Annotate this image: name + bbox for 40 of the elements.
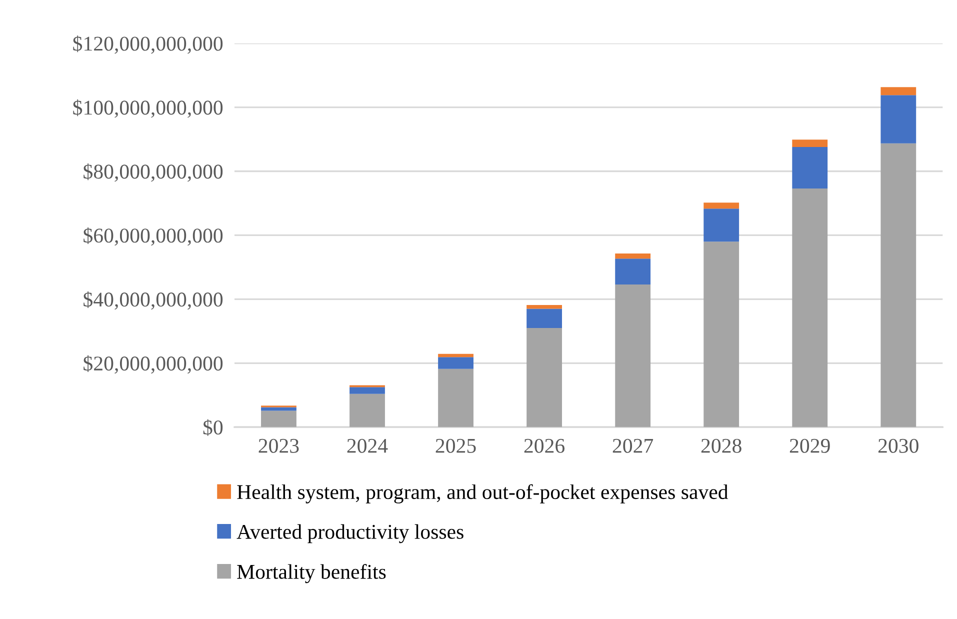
bar <box>615 258 651 284</box>
x-tick-label: 2026 <box>524 438 565 453</box>
bar <box>880 87 916 96</box>
bar <box>704 208 740 242</box>
x-tick-label: 2027 <box>612 438 654 453</box>
bar <box>438 368 474 428</box>
y-tick-label: $100,000,000,000 <box>73 99 223 118</box>
bar <box>615 284 651 428</box>
bar <box>261 407 296 411</box>
bar <box>880 143 916 428</box>
x-tick-label: 2024 <box>347 438 388 453</box>
y-tick-label: $120,000,000,000 <box>73 35 223 54</box>
bar <box>704 202 740 209</box>
y-tick-label: $0 <box>203 419 223 436</box>
bar <box>438 354 474 358</box>
bar <box>792 146 828 189</box>
x-tick-label: 2028 <box>701 438 742 453</box>
x-tick-label: 2025 <box>436 438 476 453</box>
y-tick-label: $80,000,000,000 <box>84 163 223 182</box>
legend-label: Health system, program, and out-of-pocket expenses saved <box>237 484 728 504</box>
bar <box>704 242 740 428</box>
y-tick-label: $20,000,000,000 <box>84 355 223 374</box>
bar <box>350 387 385 394</box>
bar <box>792 188 828 428</box>
bar <box>438 357 474 369</box>
bar <box>350 394 385 428</box>
y-tick-label: $40,000,000,000 <box>84 291 223 310</box>
bar <box>526 308 562 328</box>
bar <box>792 140 828 147</box>
legend-label: Mortality benefits <box>237 564 386 584</box>
bar <box>526 304 562 309</box>
x-tick-label: 2029 <box>790 438 830 453</box>
bar <box>526 328 562 428</box>
bar <box>261 410 296 428</box>
bar <box>880 95 916 144</box>
y-tick-label: $60,000,000,000 <box>84 227 223 246</box>
x-tick-label: 2030 <box>878 438 918 453</box>
x-tick-label: 2023 <box>258 438 299 453</box>
bar <box>615 253 651 259</box>
legend-label: Averted productivity losses <box>236 524 464 544</box>
